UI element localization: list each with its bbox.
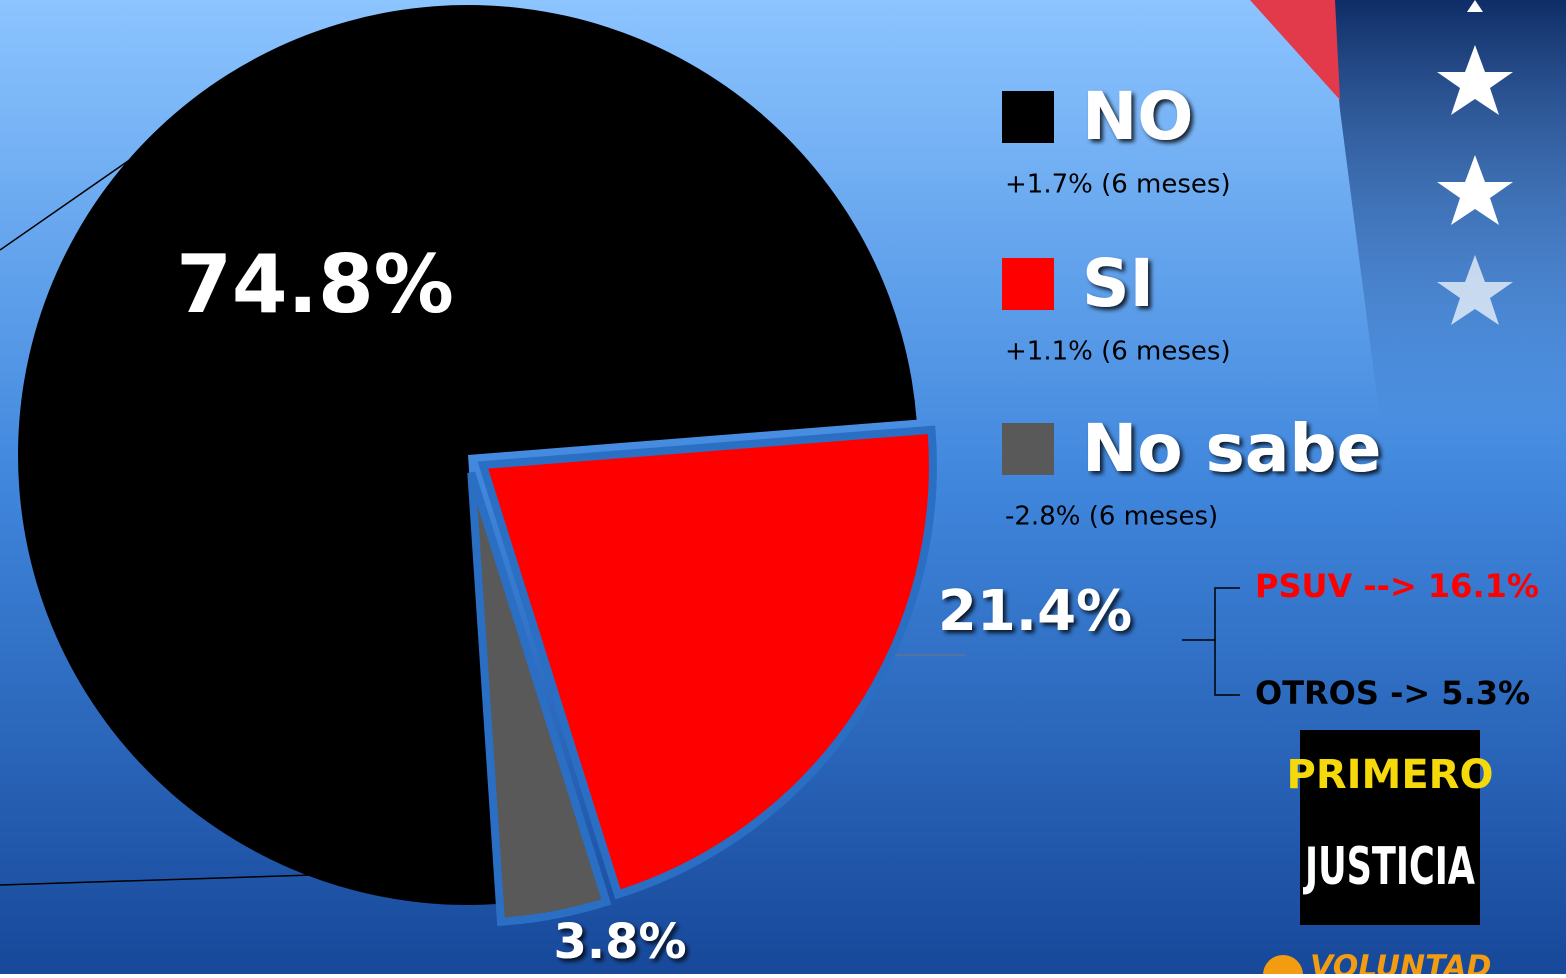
bracket: [1182, 587, 1240, 696]
pie-slice: [467, 471, 612, 926]
stars: [1437, 0, 1513, 325]
data-label: 3.8%: [553, 914, 686, 970]
legend-note: +1.7% (6 meses): [1005, 170, 1231, 200]
logo-box: [1300, 730, 1480, 925]
legend-swatch: [1002, 91, 1054, 143]
data-label: 21.4%: [938, 579, 1132, 644]
flag-panel: [1330, 0, 1566, 420]
logo-text: JUSTICIA: [1303, 837, 1475, 897]
legend-label: NO: [1082, 78, 1193, 155]
pie-slice: [18, 5, 917, 906]
annotation: OTROS -> 5.3%: [1255, 674, 1530, 712]
legend-swatch: [1002, 423, 1054, 475]
legend-label: No sabe: [1082, 410, 1381, 487]
logo-text: VOLUNTAD: [1310, 950, 1491, 975]
legend-label: SI: [1082, 245, 1154, 322]
pie: [18, 5, 937, 926]
logo-text: PRIMERO: [1287, 752, 1494, 798]
legend-note: +1.1% (6 meses): [1005, 337, 1231, 367]
flag-red: [1250, 0, 1340, 100]
annotation: PSUV --> 16.1%: [1255, 567, 1539, 605]
logo-icon: [1263, 955, 1303, 978]
data-label: 74.8%: [176, 238, 454, 331]
legend-swatch: [1002, 258, 1054, 310]
pie-slice: [477, 425, 937, 900]
legend-note: -2.8% (6 meses): [1005, 502, 1218, 532]
